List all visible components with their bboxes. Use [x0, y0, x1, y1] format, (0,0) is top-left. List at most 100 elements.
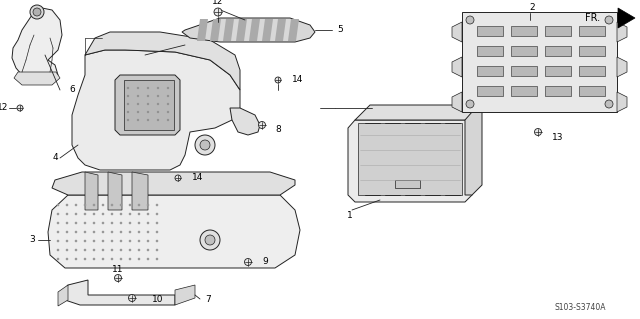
Circle shape: [157, 87, 159, 89]
Circle shape: [57, 231, 60, 233]
Circle shape: [129, 294, 136, 301]
Circle shape: [605, 100, 613, 108]
Polygon shape: [355, 105, 482, 120]
Circle shape: [84, 222, 86, 224]
Circle shape: [147, 258, 149, 260]
Polygon shape: [452, 57, 462, 77]
Circle shape: [127, 95, 129, 97]
Circle shape: [147, 119, 149, 121]
Circle shape: [156, 249, 158, 251]
Polygon shape: [197, 19, 208, 41]
Circle shape: [66, 231, 68, 233]
Circle shape: [138, 258, 140, 260]
Polygon shape: [58, 285, 68, 306]
Circle shape: [120, 213, 122, 215]
Text: 5: 5: [337, 26, 343, 34]
Circle shape: [147, 103, 149, 105]
Bar: [511, 46, 537, 56]
Circle shape: [138, 249, 140, 251]
Circle shape: [147, 240, 149, 242]
Polygon shape: [618, 8, 635, 28]
Circle shape: [138, 240, 140, 242]
Circle shape: [57, 204, 60, 206]
Circle shape: [147, 222, 149, 224]
Circle shape: [167, 87, 169, 89]
Circle shape: [66, 204, 68, 206]
Text: 12: 12: [212, 0, 224, 6]
Circle shape: [30, 5, 44, 19]
Polygon shape: [210, 19, 221, 41]
Text: 1: 1: [347, 211, 353, 219]
Polygon shape: [249, 19, 260, 41]
Circle shape: [129, 231, 131, 233]
Circle shape: [66, 249, 68, 251]
Circle shape: [127, 119, 129, 121]
Circle shape: [147, 95, 149, 97]
Circle shape: [156, 240, 158, 242]
Text: 11: 11: [112, 265, 124, 275]
Bar: [545, 46, 571, 56]
Circle shape: [66, 222, 68, 224]
Text: 12: 12: [0, 103, 8, 113]
Circle shape: [129, 213, 131, 215]
Circle shape: [195, 135, 215, 155]
Circle shape: [115, 275, 122, 281]
Polygon shape: [12, 8, 62, 82]
Circle shape: [138, 222, 140, 224]
Polygon shape: [182, 18, 315, 42]
Text: 7: 7: [205, 294, 211, 303]
Circle shape: [84, 258, 86, 260]
Circle shape: [84, 204, 86, 206]
Bar: [545, 86, 571, 96]
Circle shape: [120, 258, 122, 260]
Circle shape: [120, 222, 122, 224]
Bar: [511, 26, 537, 36]
Circle shape: [57, 258, 60, 260]
Circle shape: [66, 258, 68, 260]
Text: 6: 6: [69, 85, 75, 94]
Circle shape: [534, 129, 541, 136]
Circle shape: [93, 213, 95, 215]
Circle shape: [147, 213, 149, 215]
Text: 10: 10: [152, 294, 163, 303]
Circle shape: [120, 240, 122, 242]
Polygon shape: [465, 112, 482, 195]
Text: S103-S3740A: S103-S3740A: [554, 303, 605, 313]
Polygon shape: [462, 12, 617, 112]
Circle shape: [120, 204, 122, 206]
Circle shape: [138, 213, 140, 215]
Polygon shape: [132, 172, 148, 210]
Bar: [395, 180, 420, 188]
Circle shape: [120, 231, 122, 233]
Bar: [579, 46, 605, 56]
Text: 2: 2: [529, 4, 535, 12]
Circle shape: [137, 111, 140, 113]
Circle shape: [17, 105, 23, 111]
Circle shape: [93, 204, 95, 206]
Polygon shape: [262, 19, 273, 41]
Circle shape: [167, 95, 169, 97]
Circle shape: [129, 258, 131, 260]
Circle shape: [111, 213, 113, 215]
Polygon shape: [115, 75, 180, 135]
Circle shape: [93, 222, 95, 224]
Circle shape: [102, 204, 104, 206]
Circle shape: [147, 249, 149, 251]
Circle shape: [167, 111, 169, 113]
Circle shape: [75, 231, 77, 233]
Circle shape: [129, 204, 131, 206]
Polygon shape: [617, 57, 627, 77]
Circle shape: [127, 103, 129, 105]
Circle shape: [205, 235, 215, 245]
Circle shape: [111, 222, 113, 224]
Circle shape: [102, 222, 104, 224]
Polygon shape: [223, 19, 234, 41]
Text: 9: 9: [262, 257, 268, 266]
Circle shape: [75, 240, 77, 242]
Circle shape: [57, 240, 60, 242]
Circle shape: [129, 249, 131, 251]
Text: 4: 4: [52, 153, 58, 162]
Circle shape: [137, 119, 140, 121]
Circle shape: [111, 240, 113, 242]
Polygon shape: [85, 32, 240, 90]
